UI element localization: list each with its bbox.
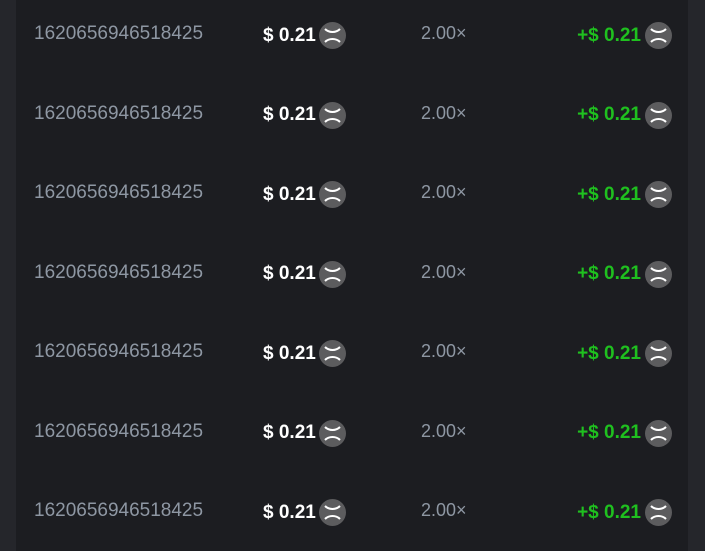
payout: +$ 0.21 — [577, 419, 672, 447]
payout-value: +$ 0.21 — [577, 263, 641, 284]
bet-id: 1620656946518425 — [34, 102, 204, 124]
xrp-icon — [318, 340, 346, 367]
xrp-icon — [645, 260, 672, 288]
xrp-icon — [318, 181, 346, 208]
multiplier: 2.00× — [421, 420, 467, 441]
bet-id: 1620656946518425 — [34, 500, 204, 521]
payout-value: +$ 0.21 — [577, 422, 641, 443]
bet-amount: $ 0.21 — [263, 101, 346, 129]
table-row[interactable]: 1620656946518425 $ 0.21 2.00× +$ 0.21 — [16, 491, 688, 531]
multiplier: 2.00× — [421, 261, 467, 282]
multiplier: 2.00× — [421, 102, 467, 123]
xrp-icon — [645, 499, 672, 526]
bet-amount: $ 0.21 — [263, 22, 346, 49]
multiplier: 2.00× — [421, 341, 467, 361]
payout: +$ 0.21 — [577, 260, 672, 288]
payout: +$ 0.21 — [577, 499, 672, 526]
xrp-icon — [318, 22, 346, 49]
xrp-icon — [645, 22, 672, 49]
bet-amount-value: $ 0.21 — [263, 24, 316, 46]
multiplier: 2.00× — [421, 500, 467, 520]
multiplier: 2.00× — [421, 23, 467, 43]
bet-amount-value: $ 0.21 — [263, 422, 316, 443]
xrp-icon — [318, 101, 346, 129]
table-row[interactable]: 1620656946518425 $ 0.21 2.00× +$ 0.21 — [16, 332, 688, 372]
table-row[interactable]: 1620656946518425 $ 0.21 2.00× +$ 0.21 — [16, 412, 688, 452]
bet-amount-value: $ 0.21 — [263, 104, 316, 125]
xrp-icon — [318, 499, 346, 526]
payout-value: +$ 0.21 — [577, 501, 641, 523]
payout-value: +$ 0.21 — [577, 104, 641, 125]
bet-amount: $ 0.21 — [263, 499, 346, 526]
xrp-icon — [645, 101, 672, 129]
table-row[interactable]: 1620656946518425 $ 0.21 2.00× +$ 0.21 — [16, 94, 688, 134]
bet-amount-value: $ 0.21 — [263, 342, 316, 364]
payout: +$ 0.21 — [577, 181, 672, 208]
bet-id: 1620656946518425 — [34, 23, 204, 44]
bet-id: 1620656946518425 — [34, 261, 204, 283]
bet-id: 1620656946518425 — [34, 420, 204, 442]
table-row[interactable]: 1620656946518425 $ 0.21 2.00× +$ 0.21 — [16, 14, 688, 54]
xrp-icon — [645, 419, 672, 447]
xrp-icon — [318, 260, 346, 288]
bet-amount-value: $ 0.21 — [263, 183, 316, 205]
bet-id: 1620656946518425 — [34, 341, 204, 362]
bet-amount: $ 0.21 — [263, 181, 346, 208]
payout-value: +$ 0.21 — [577, 183, 641, 205]
bet-amount: $ 0.21 — [263, 419, 346, 447]
bet-id: 1620656946518425 — [34, 182, 204, 203]
payout: +$ 0.21 — [577, 340, 672, 367]
payout: +$ 0.21 — [577, 101, 672, 129]
bet-amount: $ 0.21 — [263, 340, 346, 367]
bet-amount-value: $ 0.21 — [263, 263, 316, 284]
bet-amount: $ 0.21 — [263, 260, 346, 288]
payout-value: +$ 0.21 — [577, 24, 641, 46]
multiplier: 2.00× — [421, 182, 467, 202]
xrp-icon — [645, 340, 672, 367]
table-row[interactable]: 1620656946518425 $ 0.21 2.00× +$ 0.21 — [16, 253, 688, 293]
bets-table: 1620656946518425 $ 0.21 2.00× +$ 0.21 162… — [16, 0, 688, 551]
xrp-icon — [318, 419, 346, 447]
payout: +$ 0.21 — [577, 22, 672, 49]
bet-amount-value: $ 0.21 — [263, 501, 316, 523]
payout-value: +$ 0.21 — [577, 342, 641, 364]
table-row[interactable]: 1620656946518425 $ 0.21 2.00× +$ 0.21 — [16, 173, 688, 213]
xrp-icon — [645, 181, 672, 208]
